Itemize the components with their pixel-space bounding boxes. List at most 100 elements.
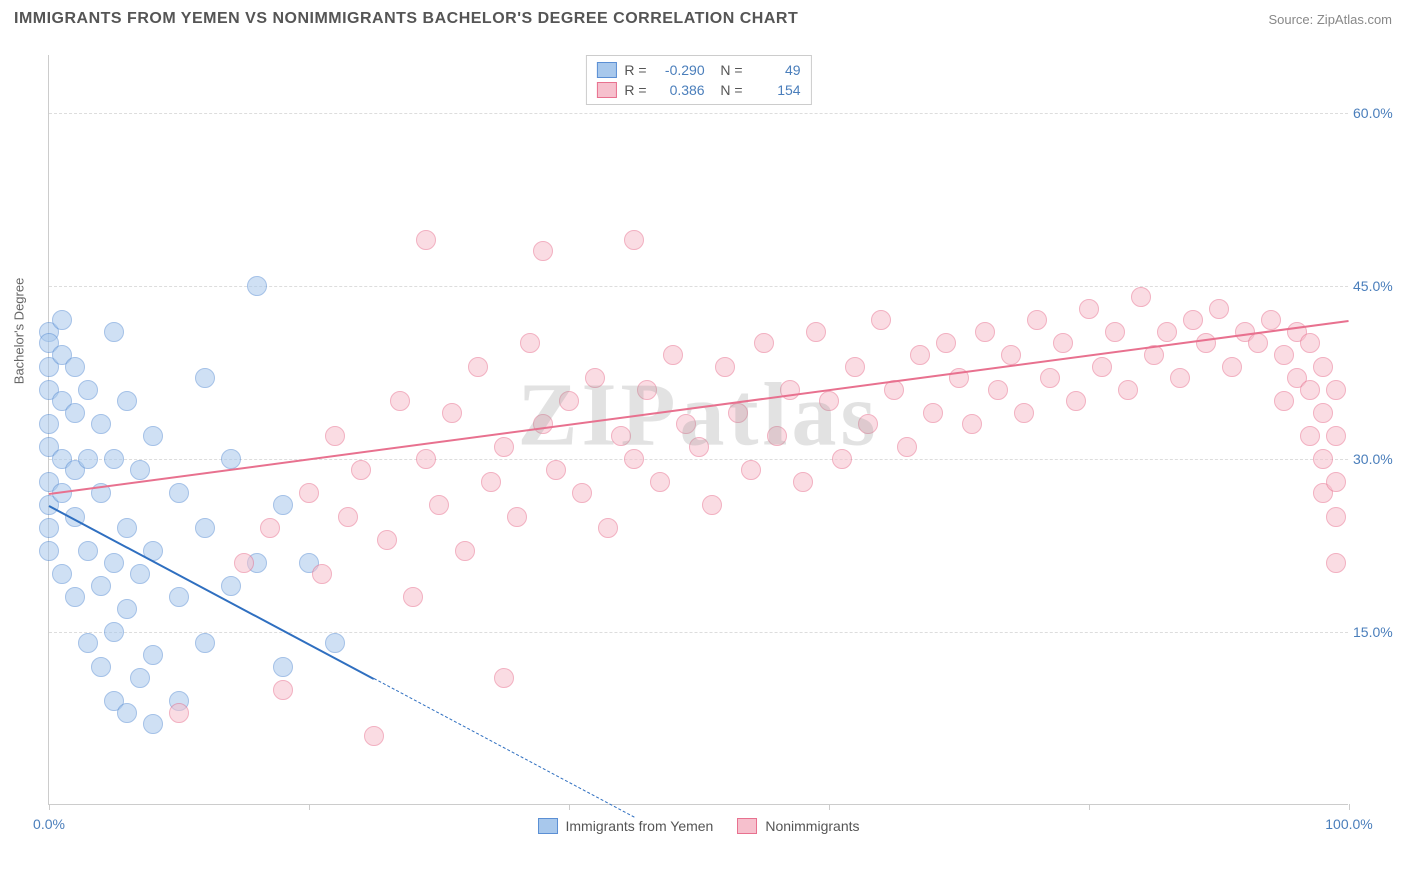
scatter-point: [1027, 310, 1047, 330]
gridline: [49, 286, 1348, 287]
y-axis-label: Bachelor's Degree: [12, 277, 27, 384]
n-label: N =: [713, 82, 743, 98]
legend-label-1: Immigrants from Yemen: [566, 818, 714, 834]
y-tick-label: 60.0%: [1353, 105, 1406, 121]
legend-item-1: Immigrants from Yemen: [538, 818, 714, 834]
r-value-1: -0.290: [655, 62, 705, 78]
scatter-point: [975, 322, 995, 342]
scatter-point: [65, 357, 85, 377]
scatter-point: [117, 518, 137, 538]
swatch-bottom-2: [737, 818, 757, 834]
gridline: [49, 632, 1348, 633]
trend-line: [49, 320, 1349, 495]
scatter-point: [962, 414, 982, 434]
scatter-point: [117, 599, 137, 619]
x-tick: [829, 804, 830, 810]
x-tick: [49, 804, 50, 810]
scatter-point: [793, 472, 813, 492]
scatter-point: [117, 703, 137, 723]
scatter-point: [169, 703, 189, 723]
scatter-point: [1313, 449, 1333, 469]
scatter-point: [988, 380, 1008, 400]
scatter-point: [1313, 403, 1333, 423]
scatter-point: [533, 241, 553, 261]
scatter-point: [78, 541, 98, 561]
scatter-point: [78, 449, 98, 469]
scatter-point: [689, 437, 709, 457]
gridline: [49, 113, 1348, 114]
scatter-point: [351, 460, 371, 480]
scatter-point: [910, 345, 930, 365]
scatter-point: [533, 414, 553, 434]
scatter-point: [52, 564, 72, 584]
y-tick-label: 45.0%: [1353, 278, 1406, 294]
swatch-series-1: [596, 62, 616, 78]
n-label: N =: [713, 62, 743, 78]
series-legend: Immigrants from Yemen Nonimmigrants: [538, 818, 860, 834]
scatter-point: [1170, 368, 1190, 388]
legend-label-2: Nonimmigrants: [765, 818, 859, 834]
scatter-point: [325, 426, 345, 446]
x-tick: [309, 804, 310, 810]
scatter-point: [871, 310, 891, 330]
y-tick-label: 15.0%: [1353, 624, 1406, 640]
scatter-point: [1001, 345, 1021, 365]
scatter-point: [143, 645, 163, 665]
scatter-point: [624, 230, 644, 250]
scatter-point: [299, 483, 319, 503]
r-label: R =: [624, 62, 646, 78]
scatter-point: [520, 333, 540, 353]
scatter-point: [494, 437, 514, 457]
n-value-2: 154: [751, 82, 801, 98]
scatter-point: [169, 587, 189, 607]
trend-line: [374, 678, 634, 817]
scatter-point: [221, 449, 241, 469]
scatter-point: [221, 576, 241, 596]
scatter-point: [39, 518, 59, 538]
x-tick-label: 0.0%: [33, 816, 65, 832]
scatter-point: [806, 322, 826, 342]
scatter-point: [1092, 357, 1112, 377]
scatter-point: [923, 403, 943, 423]
scatter-point: [377, 530, 397, 550]
scatter-point: [754, 333, 774, 353]
scatter-point: [572, 483, 592, 503]
scatter-point: [1300, 380, 1320, 400]
scatter-point: [260, 518, 280, 538]
scatter-point: [416, 449, 436, 469]
scatter-point: [676, 414, 696, 434]
scatter-point: [1222, 357, 1242, 377]
scatter-point: [442, 403, 462, 423]
scatter-point: [169, 483, 189, 503]
scatter-point: [611, 426, 631, 446]
scatter-point: [1196, 333, 1216, 353]
scatter-point: [1274, 345, 1294, 365]
scatter-point: [1326, 507, 1346, 527]
scatter-point: [39, 541, 59, 561]
scatter-point: [143, 714, 163, 734]
n-value-1: 49: [751, 62, 801, 78]
scatter-point: [598, 518, 618, 538]
chart-plot-area: Bachelor's Degree ZIPatlas R = -0.290 N …: [48, 55, 1348, 805]
scatter-point: [858, 414, 878, 434]
scatter-point: [1066, 391, 1086, 411]
scatter-point: [1014, 403, 1034, 423]
scatter-point: [104, 622, 124, 642]
scatter-point: [91, 576, 111, 596]
scatter-point: [130, 668, 150, 688]
scatter-point: [234, 553, 254, 573]
x-tick-label: 100.0%: [1325, 816, 1372, 832]
scatter-point: [39, 414, 59, 434]
r-value-2: 0.386: [655, 82, 705, 98]
scatter-point: [104, 553, 124, 573]
legend-row-series-1: R = -0.290 N = 49: [596, 60, 800, 80]
scatter-point: [195, 368, 215, 388]
source-label: Source: ZipAtlas.com: [1268, 12, 1392, 27]
scatter-point: [546, 460, 566, 480]
swatch-series-2: [596, 82, 616, 98]
scatter-point: [507, 507, 527, 527]
r-label: R =: [624, 82, 646, 98]
scatter-point: [91, 657, 111, 677]
swatch-bottom-1: [538, 818, 558, 834]
scatter-point: [559, 391, 579, 411]
